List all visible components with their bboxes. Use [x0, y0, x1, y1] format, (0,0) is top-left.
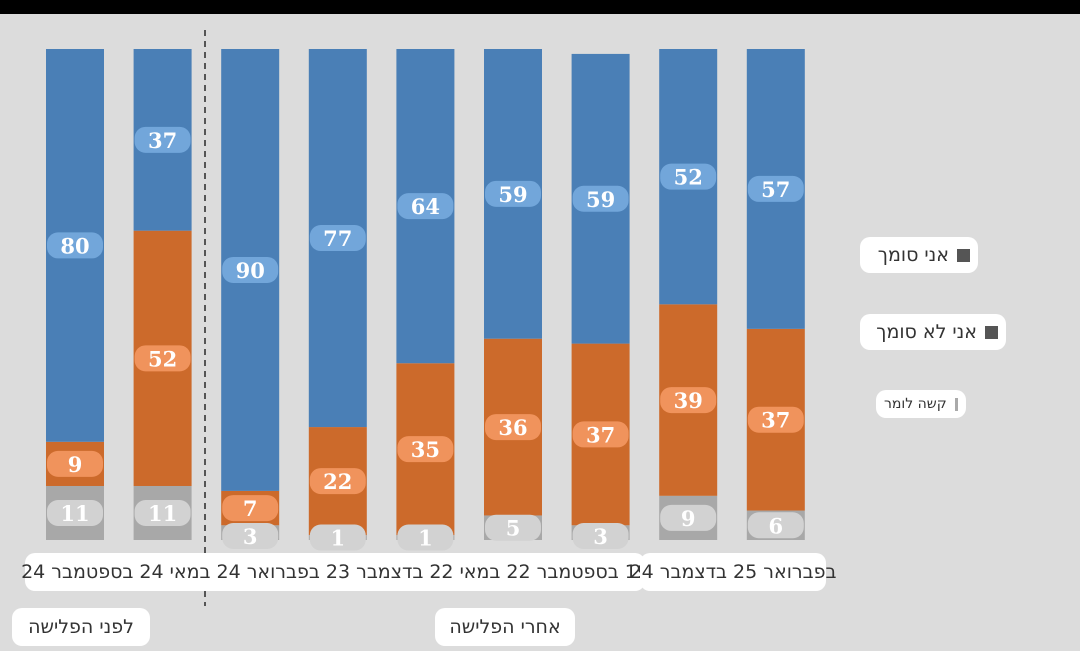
- value-label: 6: [768, 513, 783, 538]
- value-label: 57: [761, 177, 790, 202]
- x-label: 22 במאי: [429, 561, 501, 583]
- x-label: 24 במאי: [139, 561, 211, 583]
- legend-swatch: [954, 397, 958, 411]
- x-label: 24 בדצמבר: [629, 561, 728, 583]
- value-label-bg: [572, 523, 629, 549]
- value-label: 36: [498, 415, 527, 440]
- value-label-bg: [222, 256, 279, 283]
- value-label: 3: [593, 524, 608, 549]
- x-label: 25 בפברואר: [733, 561, 837, 583]
- value-label-bg: [134, 345, 191, 372]
- value-label: 1: [330, 526, 345, 551]
- value-label-bg: [222, 523, 279, 549]
- legend-label: אני לא סומך: [876, 321, 977, 343]
- value-label: 9: [68, 452, 83, 477]
- value-label-bg: [134, 126, 191, 153]
- value-label-bg: [485, 180, 541, 207]
- value-label: 9: [681, 506, 696, 531]
- value-label-bg: [572, 185, 629, 212]
- value-label: 39: [674, 388, 703, 413]
- value-label: 11: [148, 501, 177, 526]
- status-bar: [0, 0, 1080, 14]
- value-label: 59: [498, 182, 527, 207]
- legend-item: אני לא סומך: [860, 314, 1006, 350]
- value-label: 37: [586, 422, 615, 447]
- value-label-bg: [747, 512, 804, 539]
- value-label-bg: [397, 524, 454, 551]
- group-label: לפני הפלישה: [12, 608, 150, 646]
- value-label: 64: [411, 194, 440, 219]
- value-label: 37: [148, 128, 177, 153]
- group-label: אחרי הפלישה: [435, 608, 575, 646]
- x-label: 24 בפברואר: [216, 561, 320, 583]
- value-label-bg: [134, 499, 191, 526]
- value-label-bg: [309, 468, 366, 495]
- value-label-bg: [747, 406, 804, 433]
- value-label: 59: [586, 187, 615, 212]
- value-label: 22: [323, 469, 352, 494]
- value-label-bg: [397, 436, 454, 463]
- value-label: 52: [674, 165, 703, 190]
- value-label: 77: [323, 226, 352, 251]
- x-label: 23 בדצמבר: [325, 561, 424, 583]
- x-label: 22 בספטמבר: [506, 561, 619, 583]
- value-label: 52: [148, 346, 177, 371]
- value-label: 5: [506, 516, 521, 541]
- value-label: 35: [411, 437, 440, 462]
- value-label: 3: [243, 524, 258, 549]
- legend-swatch: [957, 248, 970, 262]
- value-label-bg: [309, 225, 366, 252]
- legend-item: קשה לומר: [876, 390, 966, 418]
- value-label: 11: [60, 501, 89, 526]
- value-label-bg: [47, 450, 103, 477]
- value-label-bg: [47, 499, 103, 526]
- value-label-bg: [485, 414, 541, 441]
- x-label-strip: 24 בספטמבר 24 במאי 24 בפברואר 23 בדצמבר 22 ב…: [21, 553, 649, 591]
- value-label-bg: [660, 387, 717, 414]
- legend-item: אני סומך: [860, 237, 978, 273]
- value-label-bg: [222, 495, 279, 522]
- value-label-bg: [309, 524, 366, 551]
- value-label-bg: [485, 514, 541, 541]
- x-label-strip: 24 בדצמבר 25 בפברואר: [630, 553, 836, 591]
- value-label: 37: [761, 408, 790, 433]
- legend-label: קשה לומר: [884, 396, 947, 412]
- value-label: 90: [236, 258, 265, 283]
- value-label: 80: [60, 233, 89, 258]
- value-label-bg: [47, 232, 103, 259]
- value-label-bg: [397, 193, 454, 220]
- value-label-bg: [660, 163, 717, 190]
- legend-swatch: [985, 325, 998, 339]
- x-label: 24 בספטמבר: [21, 561, 134, 583]
- value-label-bg: [572, 421, 629, 448]
- value-label: 1: [418, 526, 433, 551]
- value-label: 7: [243, 496, 258, 521]
- legend-label: אני סומך: [877, 244, 949, 266]
- value-label-bg: [660, 504, 717, 531]
- value-label-bg: [747, 175, 804, 202]
